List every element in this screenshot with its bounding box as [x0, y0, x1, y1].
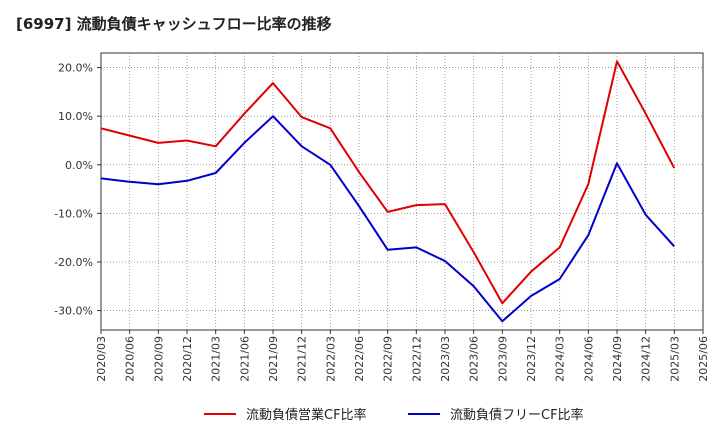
series-lines	[100, 60, 676, 323]
x-tick-label: 2022/06	[353, 336, 366, 382]
x-tick-label: 2023/09	[496, 336, 509, 382]
x-tick-label: 2022/03	[324, 336, 337, 382]
x-tick-label: 2022/12	[410, 336, 423, 382]
y-tick-label: 0.0%	[65, 159, 93, 172]
y-tick-label: 10.0%	[58, 110, 93, 123]
y-tick-label: -30.0%	[54, 305, 93, 318]
x-tick-label: 2020/09	[152, 336, 165, 382]
x-tick-label: 2020/12	[181, 336, 194, 382]
y-axis: 20.0% 10.0% 0.0% -10.0% -20.0% -30.0%	[54, 62, 101, 318]
x-tick-label: 2023/12	[525, 336, 538, 382]
x-tick-label: 2024/09	[611, 336, 624, 382]
x-tick-label: 2024/12	[640, 336, 653, 382]
series-line-operating-cf	[100, 60, 676, 305]
legend-label-free-cf: 流動負債フリーCF比率	[450, 407, 584, 423]
plot-background	[101, 53, 703, 330]
x-tick-label: 2024/06	[582, 336, 595, 382]
y-tick-label: -20.0%	[54, 256, 93, 269]
x-tick-label: 2025/06	[697, 336, 710, 382]
x-tick-label: 2021/12	[296, 336, 309, 382]
series-line-free-cf	[100, 115, 676, 323]
chart-title: [6997] 流動負債キャッシュフロー比率の推移	[16, 15, 332, 33]
legend: 流動負債営業CF比率 流動負債フリーCF比率	[204, 407, 584, 423]
x-tick-label: 2023/06	[468, 336, 481, 382]
x-tick-label: 2024/03	[554, 336, 567, 382]
x-tick-label: 2021/06	[238, 336, 251, 382]
x-tick-label: 2022/09	[382, 336, 395, 382]
y-tick-label: 20.0%	[58, 62, 93, 75]
y-tick-label: -10.0%	[54, 207, 93, 220]
x-tick-label: 2021/03	[210, 336, 223, 382]
legend-label-operating-cf: 流動負債営業CF比率	[246, 407, 367, 423]
grid	[101, 53, 703, 330]
x-tick-label: 2023/03	[439, 336, 452, 382]
x-tick-label: 2020/03	[95, 336, 108, 382]
x-tick-label: 2020/06	[124, 336, 137, 382]
x-axis: 2020/03 2020/06 2020/09 2020/12 2021/03 2021/…	[95, 330, 710, 382]
plot-frame	[100, 52, 704, 331]
x-tick-label: 2021/09	[267, 336, 280, 382]
x-tick-label: 2025/03	[668, 336, 681, 382]
